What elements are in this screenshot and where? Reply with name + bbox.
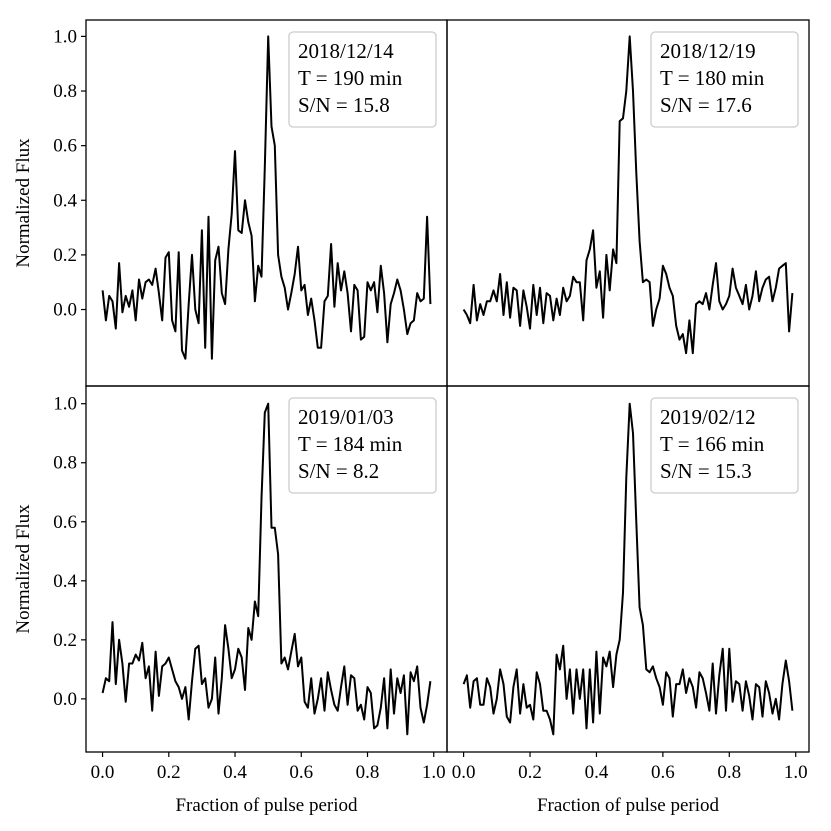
y-tick-label: 0.6 [53,512,77,533]
x-tick-label: 1.0 [422,762,446,783]
y-tick-label: 0.4 [53,190,77,211]
annotation-line: S/N = 17.6 [660,93,752,117]
annotation-line: S/N = 15.3 [660,459,752,483]
annotation-line: T = 166 min [660,432,765,456]
annotation-box [288,397,437,494]
flux-line [101,402,432,736]
y-tick-label: 0.4 [53,571,77,592]
annotation-line: 2018/12/19 [660,39,756,63]
annotation-box [650,397,799,494]
annotation-line: T = 184 min [298,432,403,456]
flux-line [462,402,794,736]
x-tick-label: 0.2 [518,762,542,783]
x-axis-label: Fraction of pulse period [175,795,358,816]
annotation-line: 2018/12/14 [298,39,394,63]
x-tick-label: 0.0 [91,762,115,783]
x-tick-label: 0.4 [223,762,247,783]
flux-line [462,35,794,355]
annotation-line: 2019/02/12 [660,405,756,429]
x-axis-label: Fraction of pulse period [537,795,720,816]
y-tick-label: 0.2 [53,245,77,266]
annotation-line: S/N = 8.2 [298,459,379,483]
axes-frame [446,385,810,753]
annotation-box [288,31,437,128]
x-tick-label: 0.8 [356,762,380,783]
annotation-line: T = 190 min [298,66,403,90]
y-tick-label: 0.0 [53,689,77,710]
y-axis-label: Normalized Flux [13,138,34,268]
x-tick-label: 0.6 [651,762,675,783]
y-tick-label: 0.0 [53,300,77,321]
x-tick-label: 0.4 [585,762,609,783]
annotation-line: S/N = 15.8 [298,93,390,117]
y-tick-label: 0.6 [53,136,77,157]
y-tick-label: 0.8 [53,453,77,474]
y-tick-label: 0.2 [53,630,77,651]
y-tick-label: 1.0 [53,26,77,47]
annotation-line: T = 180 min [660,66,765,90]
x-tick-label: 0.8 [717,762,741,783]
flux-line [101,35,432,360]
x-tick-label: 0.6 [289,762,313,783]
annotation-box [650,31,799,128]
annotation-line: 2019/01/03 [298,405,394,429]
x-tick-label: 0.0 [452,762,476,783]
x-tick-label: 0.2 [157,762,181,783]
y-axis-label: Normalized Flux [13,504,34,634]
y-tick-label: 0.8 [53,81,77,102]
x-tick-label: 1.0 [784,762,808,783]
y-tick-label: 1.0 [53,394,77,415]
